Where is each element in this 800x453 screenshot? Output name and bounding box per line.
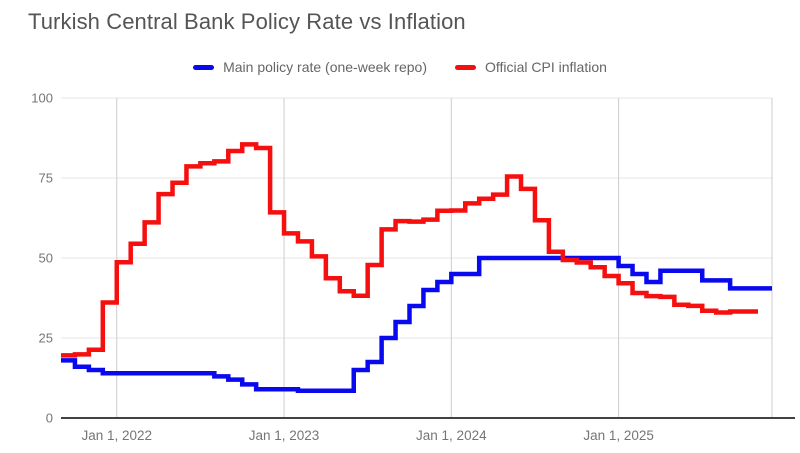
y-axis-label-25: 25: [39, 331, 53, 346]
y-axis-label-100: 100: [31, 91, 53, 106]
policy-rate-line[interactable]: [61, 255, 772, 394]
legend-item-policy-rate[interactable]: Main policy rate (one-week repo): [193, 59, 427, 75]
y-axis-label-75: 75: [39, 171, 53, 186]
x-axis-label-2022: Jan 1, 2022: [81, 428, 152, 443]
y-axis-label-0: 0: [46, 411, 53, 426]
cpi-inflation-swatch-icon: [454, 64, 476, 70]
chart-legend: Main policy rate (one-week repo) Officia…: [0, 57, 800, 77]
x-axis-label-2023: Jan 1, 2023: [249, 428, 320, 443]
policy-rate-swatch-icon: [193, 64, 215, 70]
legend-item-cpi-inflation[interactable]: Official CPI inflation: [454, 59, 607, 75]
x-axis-label-2024: Jan 1, 2024: [416, 428, 487, 443]
y-axis-label-50: 50: [39, 251, 53, 266]
chart-title: Turkish Central Bank Policy Rate vs Infl…: [28, 9, 466, 34]
legend-label-cpi-inflation: Official CPI inflation: [484, 59, 607, 75]
cpi-inflation-line[interactable]: [61, 142, 758, 358]
legend-label-policy-rate: Main policy rate (one-week repo): [223, 59, 427, 75]
x-axis-label-2025: Jan 1, 2025: [583, 428, 654, 443]
